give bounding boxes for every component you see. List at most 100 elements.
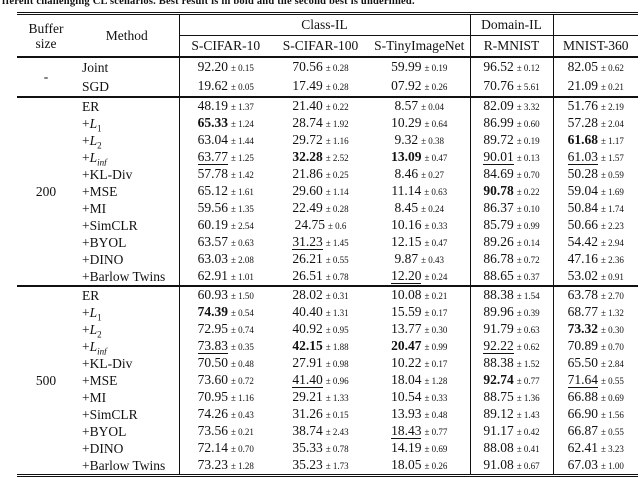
table-caption: fferent challenging CL scenarios. Best r… (2, 0, 640, 9)
value-cell: 17.49 ± 0.28 (272, 77, 369, 98)
value-stddev: ± 1.42 (230, 170, 254, 180)
value-cell: 24.75 ± 0.6 (272, 217, 369, 234)
value-number: 68.77 (567, 304, 598, 319)
value-cell: 22.49 ± 0.28 (272, 200, 369, 217)
value-stddev: ± 2.08 (230, 255, 254, 265)
value-stddev: ± 0.77 (516, 376, 540, 386)
value-number: 63.78 (567, 287, 598, 302)
value-cell: 8.57 ± 0.04 (369, 97, 470, 115)
value-cell: 82.05 ± 0.62 (552, 57, 639, 77)
value-cell: 89.26 ± 0.14 (469, 234, 554, 251)
value-stddev: ± 1.14 (325, 187, 349, 197)
results-table: Buffer size Method Class-IL Domain-IL S-C… (17, 12, 639, 477)
value-stddev: ± 2.19 (600, 102, 624, 112)
method-cell: SGD (75, 77, 179, 98)
value-number: 62.91 (197, 268, 228, 283)
value-cell: 54.42 ± 2.94 (552, 234, 639, 251)
value-cell: 70.89 ± 0.70 (552, 338, 639, 355)
value-stddev: ± 0.62 (600, 63, 624, 73)
value-stddev: ± 1.52 (516, 359, 540, 369)
group-header-empty (552, 13, 639, 36)
value-number: 35.33 (292, 440, 323, 455)
table-row: +MI 70.95 ± 1.16 29.21 ± 1.33 10.54 ± 0.33 88.7… (17, 389, 639, 406)
value-stddev: ± 0.72 (230, 376, 254, 386)
value-cell: 91.79 ± 0.63 (469, 321, 554, 338)
value-number: 9.87 (394, 251, 419, 266)
buffer-cell: 500 (35, 372, 57, 388)
value-cell: 10.08 ± 0.21 (369, 286, 470, 304)
value-stddev: ± 0.99 (516, 221, 540, 231)
value-cell: 27.91 ± 0.98 (272, 355, 369, 372)
value-number: 8.46 (394, 166, 419, 181)
value-number: 57.78 (197, 166, 228, 181)
value-number: 96.52 (483, 59, 514, 74)
value-number: 72.14 (197, 440, 228, 455)
method-header: Method (75, 13, 179, 58)
table-row: +Linf 63.77 ± 1.25 32.28 ± 2.52 13.09 ± 0.47 90… (17, 149, 639, 166)
value-number: 60.93 (197, 287, 228, 302)
value-stddev: ± 0.37 (516, 272, 540, 282)
value-number: 82.09 (483, 98, 514, 113)
value-stddev: ± 0.67 (516, 461, 540, 471)
value-cell: 53.02 ± 0.91 (552, 268, 639, 287)
value-cell: 07.92 ± 0.26 (369, 77, 471, 98)
value-number: 70.76 (483, 78, 514, 93)
value-number: 70.89 (567, 338, 598, 353)
value-number: 21.40 (292, 98, 323, 113)
value-stddev: ± 1.50 (230, 291, 254, 301)
value-stddev: ± 0.64 (424, 119, 448, 129)
value-number: 82.05 (567, 59, 598, 74)
value-number: 86.37 (483, 200, 514, 215)
value-stddev: ± 0.69 (600, 393, 624, 403)
value-number: 53.02 (567, 268, 598, 283)
value-cell: 70.50 ± 0.48 (178, 355, 272, 372)
value-number: 61.03 (567, 149, 598, 165)
value-stddev: ± 1.44 (230, 136, 254, 146)
value-stddev: ± 0.24 (421, 204, 445, 214)
value-number: 10.29 (391, 115, 422, 130)
value-stddev: ± 0.33 (424, 393, 448, 403)
value-stddev: ± 0.22 (325, 102, 349, 112)
value-cell: 50.84 ± 1.74 (552, 200, 639, 217)
value-stddev: ± 2.36 (600, 255, 624, 265)
value-stddev: ± 0.12 (516, 63, 540, 73)
value-stddev: ± 0.41 (516, 444, 540, 454)
value-stddev: ± 0.96 (325, 376, 349, 386)
table-row: +BYOL 63.57 ± 0.63 31.23 ± 1.45 12.15 ± 0.47 89… (17, 234, 639, 251)
value-cell: 40.40 ± 1.31 (272, 304, 369, 321)
value-cell: 11.14 ± 0.63 (369, 183, 470, 200)
value-stddev: ± 0.54 (230, 308, 254, 318)
value-cell: 88.38 ± 1.52 (469, 355, 554, 372)
value-number: 91.08 (483, 457, 514, 472)
value-stddev: ± 1.92 (325, 119, 349, 129)
table-row: +MSE 65.12 ± 1.61 29.60 ± 1.14 11.14 ± 0.63 90.… (17, 183, 639, 200)
table-row: +Barlow Twins 62.91 ± 1.01 26.51 ± 0.78 12.20… (17, 268, 639, 287)
value-cell: 73.60 ± 0.72 (178, 372, 272, 389)
value-stddev: ± 0.70 (600, 342, 624, 352)
value-number: 65.12 (197, 183, 228, 198)
value-number: 9.32 (394, 132, 419, 147)
value-number: 89.12 (483, 406, 514, 421)
value-number: 21.86 (292, 166, 323, 181)
value-stddev: ± 0.99 (424, 342, 448, 352)
value-stddev: ± 0.47 (424, 153, 448, 163)
value-cell: 13.93 ± 0.48 (369, 406, 470, 423)
value-number: 48.19 (197, 98, 228, 113)
value-number: 13.09 (391, 149, 422, 164)
value-stddev: ± 1.32 (600, 308, 624, 318)
value-cell: 10.22 ± 0.17 (369, 355, 470, 372)
value-cell: 29.72 ± 1.16 (272, 132, 369, 149)
col-header-mnist-360: MNIST-360 (552, 35, 639, 58)
method-cell: +BYOL (82, 234, 127, 250)
value-stddev: ± 2.04 (600, 119, 624, 129)
value-cell: 42.15 ± 1.88 (272, 338, 369, 355)
value-stddev: ± 0.19 (424, 63, 448, 73)
value-cell: 51.76 ± 2.19 (552, 97, 639, 115)
value-stddev: ± 1.69 (600, 187, 624, 197)
value-cell: 82.09 ± 3.32 (469, 97, 554, 115)
value-number: 84.69 (483, 166, 514, 181)
value-cell: 86.37 ± 0.10 (469, 200, 554, 217)
value-number: 22.49 (292, 200, 323, 215)
value-stddev: ± 0.26 (424, 82, 448, 92)
value-cell: 21.09 ± 0.21 (552, 77, 639, 98)
